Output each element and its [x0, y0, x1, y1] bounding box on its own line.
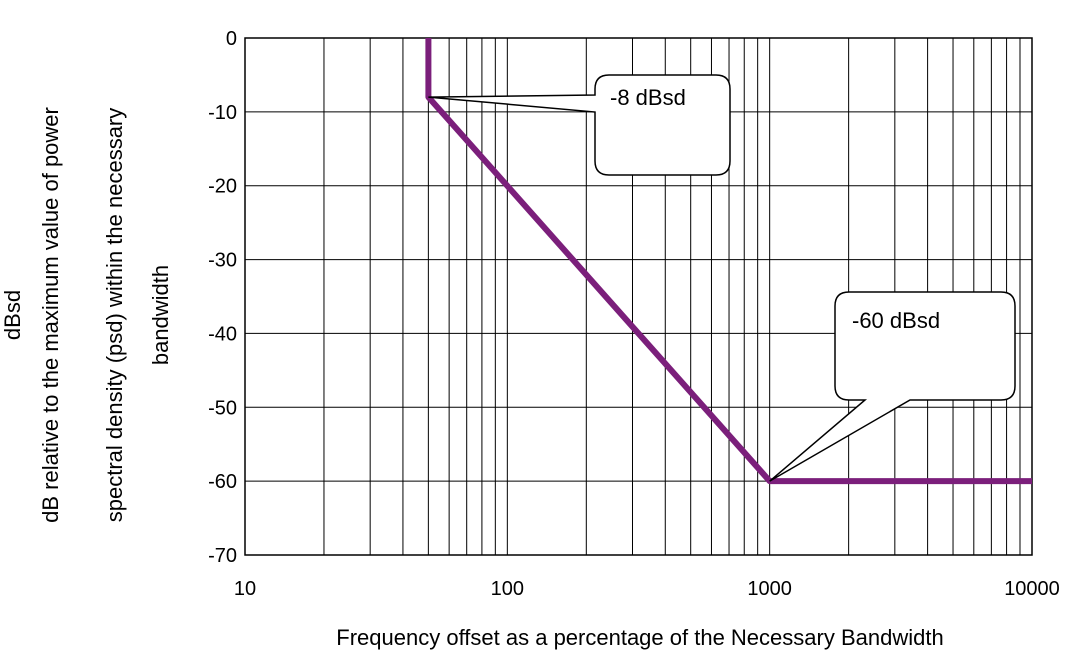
callout-label: -60 dBsd: [852, 308, 940, 333]
callout-box: [769, 291, 1016, 482]
y-axis-title: dBsd dB relative to the maximum value of…: [0, 107, 173, 523]
callout: -8 dBsd: [428, 74, 731, 176]
callout-box: [428, 74, 731, 176]
callout: -60 dBsd: [769, 291, 1016, 482]
y-tick-label: -50: [208, 397, 237, 419]
y-axis-title-line: dB relative to the maximum value of powe…: [38, 107, 63, 523]
y-axis-title-line: dBsd: [0, 290, 25, 340]
y-tick-label: -70: [208, 545, 237, 567]
y-axis-title-line: spectral density (psd) within the necess…: [102, 108, 127, 523]
x-axis-title: Frequency offset as a percentage of the …: [336, 625, 943, 650]
series-line: [425, 38, 1032, 485]
plot-frame: [244, 37, 1033, 556]
series: [425, 38, 1032, 485]
y-tick-label: -60: [208, 471, 237, 493]
y-tick-label: 0: [226, 28, 237, 50]
y-tick-label: -10: [208, 102, 237, 124]
annotations: -8 dBsd -60 dBsd: [428, 74, 1016, 482]
callout-label: -8 dBsd: [610, 85, 686, 110]
x-tick-label: 10: [234, 578, 256, 600]
x-tick-label: 10000: [1004, 578, 1060, 600]
tick-labels: 10 100 1000 10000 0 -10 -20 -30 -40 -50 -60 -70: [208, 28, 1060, 600]
y-tick-label: -20: [208, 176, 237, 198]
x-tick-label: 100: [491, 578, 524, 600]
y-tick-label: -40: [208, 323, 237, 345]
y-tick-label: -30: [208, 250, 237, 272]
x-tick-label: 1000: [747, 578, 792, 600]
y-axis-title-line: bandwidth: [148, 265, 173, 365]
